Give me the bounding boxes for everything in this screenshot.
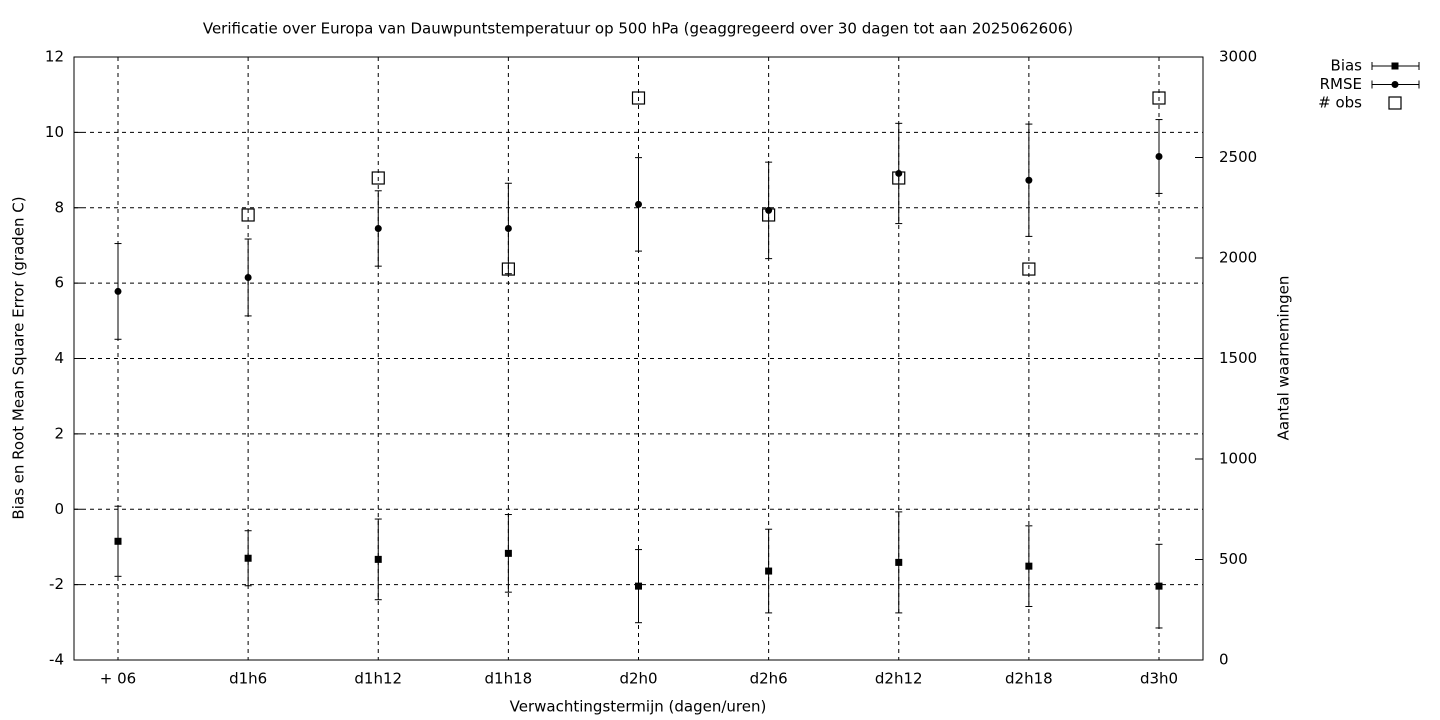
data-point [631,91,646,105]
y-tick-label: 12 [45,48,64,66]
x-tick-label: d2h6 [750,670,788,688]
x-tick-label: d2h0 [619,670,657,688]
x-tick-label: d1h18 [485,670,533,688]
legend-label: # obs [1318,94,1362,112]
x-tick-label: d1h12 [354,670,402,688]
data-point [765,206,773,214]
data-point [374,555,382,563]
data-point [504,224,512,232]
data-point [244,273,252,281]
data-point [241,208,255,222]
data-point [1025,562,1033,570]
data-point [1152,91,1166,105]
y-tick-label: 2 [54,424,64,442]
x-tick-label: d2h12 [875,670,923,688]
y2-tick-label: 1500 [1219,349,1257,367]
data-point [244,554,252,562]
legend-marker [1388,96,1402,110]
data-point [1155,582,1163,590]
data-point [504,549,512,557]
chart-title: Verificatie over Europa van Dauwpuntstem… [203,20,1073,38]
data-point [1022,262,1036,276]
data-point [1155,152,1163,160]
data-point [371,171,385,185]
y-tick-label: -2 [49,575,64,593]
y-tick-label: 8 [54,198,64,216]
y-axis-label: Bias en Root Mean Square Error (graden C… [10,196,28,519]
y-tick-label: -4 [49,651,64,669]
y2-tick-label: 2000 [1219,249,1257,267]
y-tick-label: 6 [54,274,64,292]
data-point [895,169,903,177]
y-tick-label: 0 [54,500,64,518]
y2-tick-label: 0 [1219,651,1229,669]
data-point [895,558,903,566]
data-point [635,200,642,208]
data-point [635,582,642,590]
y2-tick-label: 2500 [1219,148,1257,166]
data-point [114,287,122,295]
x-tick-label: d3h0 [1140,670,1178,688]
data-point [114,537,122,545]
x-tick-label: d2h18 [1005,670,1053,688]
data-point [762,208,776,222]
y-tick-label: 4 [54,349,64,367]
x-tick-label: d1h6 [229,670,267,688]
y2-tick-label: 500 [1219,550,1248,568]
data-point [374,224,382,232]
legend-label: Bias [1331,57,1363,75]
legend-marker [1391,81,1399,88]
x-axis-label: Verwachtingstermijn (dagen/uren) [510,698,767,716]
y-tick-label: 10 [45,123,64,141]
y2-axis-label: Aantal waarnemingen [1275,276,1293,441]
data-point [765,567,773,575]
y2-tick-label: 1000 [1219,450,1257,468]
legend-label: RMSE [1320,75,1362,93]
legend-marker [1391,62,1399,70]
data-point [1025,176,1033,184]
data-point [892,171,906,185]
y2-tick-label: 3000 [1219,48,1257,66]
x-tick-label: + 06 [100,670,136,688]
data-point [501,262,515,276]
